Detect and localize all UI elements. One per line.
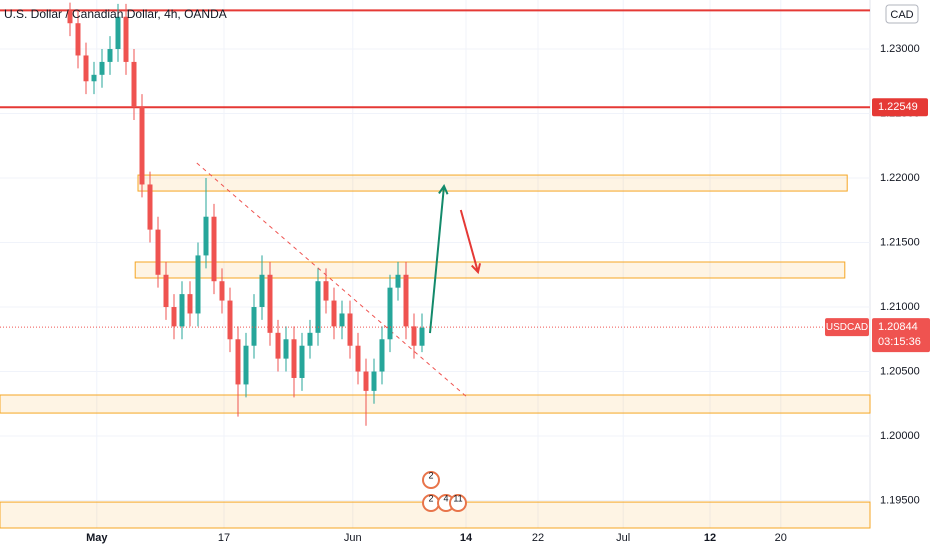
candle-body [227,300,233,340]
candle-body [195,255,201,314]
trend-line [196,162,469,399]
candle-body [307,332,313,346]
countdown: 03:15:36 [878,336,921,348]
candle-body [379,339,385,372]
y-tick-label: 1.20500 [880,365,920,377]
candle-body [403,274,409,327]
y-tick-label: 1.21000 [880,301,920,313]
arrow [429,183,449,334]
event-count: 11 [453,493,462,503]
x-tick-label: 22 [532,532,544,544]
zone [137,174,848,192]
candle-body [275,332,281,359]
candle-body [99,61,105,75]
event-icon [449,494,467,512]
currency-button[interactable] [885,4,919,24]
candle-body [251,307,257,346]
candle-body [203,216,209,256]
symbol-label: USDCAD [826,322,868,333]
x-tick-label: May [86,532,108,544]
zone [134,261,846,279]
candle-body [131,61,137,108]
symbol-badge [825,318,869,337]
zone [0,394,871,414]
level-badge [872,98,928,117]
candle-body [339,313,345,327]
candle-body [171,307,177,327]
candle-body [107,49,113,62]
candle-body [395,274,401,288]
event-count: 2 [428,470,433,480]
candle-body [371,371,377,391]
price-badge [872,318,930,353]
event-count: 4 [443,493,448,503]
x-tick-label: 14 [460,532,473,544]
candle-body [219,281,225,301]
candle-body [163,274,169,308]
price-axis-bg [870,0,932,550]
event-count: 2 [428,493,433,503]
candle-body [147,184,153,230]
candle-body [411,326,417,346]
y-tick-label: 1.20000 [880,430,920,442]
price-label: 1.20844 [878,321,918,333]
y-tick-label: 1.23000 [880,43,920,55]
candle-body [347,313,353,346]
x-tick-label: 12 [704,532,716,544]
y-tick-label: 1.22000 [880,172,920,184]
chart-title: U.S. Dollar / Canadian Dollar, 4h, OANDA [4,7,227,21]
y-tick-label: 1.21500 [880,236,920,248]
x-tick-label: Jul [616,532,630,544]
currency-label[interactable]: CAD [890,9,913,21]
candle-body [267,274,273,333]
candle-body [419,327,425,346]
candle-body [235,339,241,385]
candle-body [115,16,121,50]
level-label: 1.22549 [878,101,918,113]
candle-body [243,345,249,385]
candle-body [187,294,193,314]
candle-body [291,339,297,378]
candle-body [139,107,145,185]
candle-body [179,294,185,327]
candle-body [323,281,329,301]
candle-body [83,55,89,82]
candle-body [67,10,73,24]
candle-body [75,23,81,56]
candle-body [363,371,369,391]
x-tick-label: Jun [344,532,362,544]
candle-body [331,300,337,327]
candle-body [299,345,305,378]
candle-body [387,287,393,340]
x-tick-label: 20 [775,532,787,544]
candle-body [211,216,217,282]
x-tick-label: 17 [218,532,230,544]
arrow [459,209,482,275]
candle-body [123,16,129,62]
candle-body [91,74,97,82]
candle-body [155,229,161,275]
candle-body [315,281,321,333]
candle-body [355,345,361,372]
candle-body [259,274,265,308]
event-icon [422,471,440,489]
candle-body [283,339,289,359]
y-tick-label: 1.19500 [880,494,920,506]
